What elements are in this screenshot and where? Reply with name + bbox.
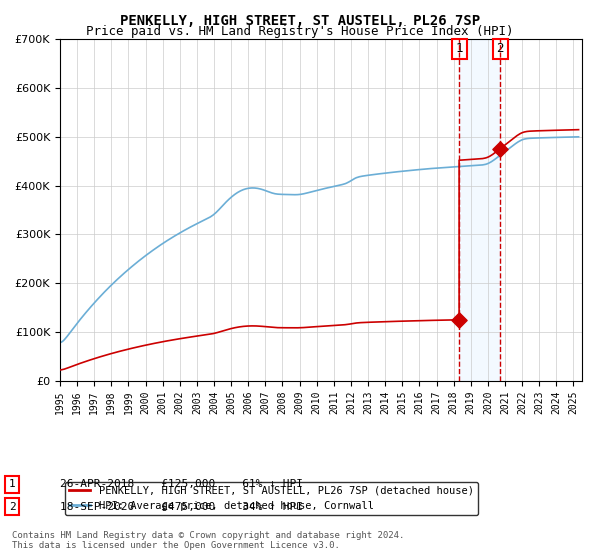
Point	[496, 144, 505, 153]
Text: 2: 2	[496, 43, 504, 55]
Point	[454, 315, 464, 324]
Text: 26-APR-2018    £125,000    61% ↓ HPI: 26-APR-2018 £125,000 61% ↓ HPI	[60, 479, 303, 489]
Text: 1: 1	[8, 479, 16, 489]
Text: PENKELLY, HIGH STREET, ST AUSTELL, PL26 7SP: PENKELLY, HIGH STREET, ST AUSTELL, PL26 …	[120, 14, 480, 28]
Text: 2: 2	[8, 502, 16, 512]
Bar	[459, 39, 500, 381]
Text: 18-SEP-2020    £475,000    34% ↑ HPI: 18-SEP-2020 £475,000 34% ↑ HPI	[60, 502, 303, 512]
Text: Price paid vs. HM Land Registry's House Price Index (HPI): Price paid vs. HM Land Registry's House …	[86, 25, 514, 38]
Legend: PENKELLY, HIGH STREET, ST AUSTELL, PL26 7SP (detached house), HPI: Average price: PENKELLY, HIGH STREET, ST AUSTELL, PL26 …	[65, 482, 478, 515]
Text: Contains HM Land Registry data © Crown copyright and database right 2024.
This d: Contains HM Land Registry data © Crown c…	[12, 530, 404, 550]
Text: 1: 1	[455, 43, 463, 55]
